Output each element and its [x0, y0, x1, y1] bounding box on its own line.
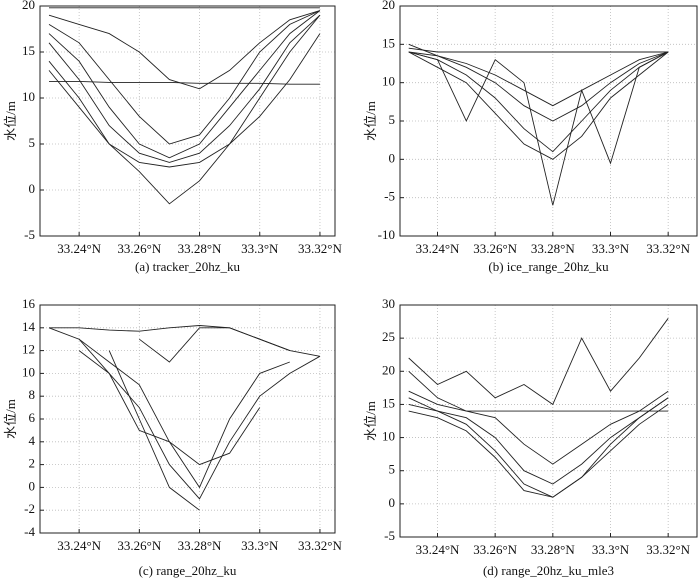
data-line [408, 390, 669, 465]
x-tick-label: 33.32°N [646, 542, 690, 557]
y-tick-label: 10 [22, 364, 35, 379]
y-tick-label: 25 [382, 329, 395, 344]
x-tick-label: 33.28°N [178, 538, 222, 553]
y-tick-label: 0 [389, 495, 396, 510]
y-tick-label: 5 [29, 135, 36, 150]
data-line [408, 43, 669, 107]
x-tick-label: 33.32°N [298, 241, 342, 256]
data-line [78, 338, 290, 489]
x-tick-label: 33.3°N [241, 538, 279, 553]
data-line [408, 397, 669, 485]
x-tick-label: 33.24°N [416, 241, 460, 256]
data-line [108, 350, 200, 511]
y-tick-label: -2 [24, 501, 35, 516]
data-line [408, 318, 669, 406]
x-tick-label: 33.3°N [592, 542, 630, 557]
x-tick-label: 33.26°N [473, 542, 517, 557]
y-tick-label: 0 [29, 478, 36, 493]
x-tick-label: 33.32°N [646, 241, 690, 256]
y-tick-label: 20 [382, 362, 395, 377]
y-axis-label: 水位/m [3, 399, 18, 439]
y-tick-label: 5 [389, 112, 396, 127]
data-line [408, 370, 669, 412]
x-tick-label: 33.3°N [592, 241, 630, 256]
caption: (c) range_20hz_ku [139, 563, 237, 578]
x-tick-label: 33.32°N [298, 538, 342, 553]
data-line [49, 80, 320, 85]
y-tick-label: 6 [29, 410, 36, 425]
data-line [48, 14, 321, 163]
x-tick-label: 33.26°N [117, 538, 161, 553]
y-tick-label: 4 [29, 433, 36, 448]
x-tick-label: 33.24°N [57, 241, 101, 256]
data-line [48, 33, 321, 168]
y-tick-label: 10 [382, 429, 395, 444]
plot-frame [39, 304, 336, 534]
x-tick-label: 33.28°N [531, 542, 575, 557]
x-tick-label: 33.24°N [416, 542, 460, 557]
data-line [408, 51, 669, 160]
data-line [48, 10, 321, 90]
y-tick-label: 15 [382, 35, 395, 50]
y-tick-label: -5 [24, 227, 35, 242]
data-line [48, 327, 261, 466]
data-line [48, 10, 321, 159]
x-tick-label: 33.28°N [531, 241, 575, 256]
y-tick-label: 0 [389, 150, 396, 165]
y-tick-label: 10 [22, 89, 35, 104]
data-line [78, 350, 321, 500]
data-line [408, 51, 669, 122]
x-tick-label: 33.26°N [117, 241, 161, 256]
y-tick-label: 14 [22, 319, 36, 334]
x-tick-label: 33.28°N [178, 241, 222, 256]
y-tick-label: 0 [29, 181, 36, 196]
x-tick-label: 33.24°N [57, 538, 101, 553]
y-tick-label: -5 [384, 528, 395, 543]
caption: (d) range_20hz_ku_mle3 [483, 563, 614, 578]
y-axis-label: 水位/m [363, 401, 378, 441]
plot-frame [39, 5, 336, 237]
y-tick-label: 12 [22, 342, 35, 357]
data-line [48, 10, 321, 145]
y-axis-label: 水位/m [363, 101, 378, 141]
x-tick-label: 33.3°N [241, 241, 279, 256]
x-tick-label: 33.26°N [473, 241, 517, 256]
y-tick-label: 15 [382, 395, 395, 410]
y-tick-label: 10 [382, 74, 395, 89]
plot-frame [399, 5, 698, 237]
y-tick-label: 16 [22, 296, 36, 311]
caption: (a) tracker_20hz_ku [135, 259, 241, 274]
data-line [49, 325, 290, 352]
y-axis-label: 水位/m [3, 101, 18, 141]
data-line [408, 51, 669, 153]
data-line [48, 14, 321, 205]
data-line [139, 327, 320, 363]
y-tick-label: 15 [22, 43, 35, 58]
data-line [408, 51, 669, 206]
y-tick-label: -5 [384, 189, 395, 204]
y-tick-label: 20 [382, 0, 395, 12]
y-tick-label: 8 [29, 387, 36, 402]
y-tick-label: 20 [22, 0, 35, 12]
plot-frame [399, 304, 698, 538]
caption: (b) ice_range_20hz_ku [488, 259, 609, 274]
data-line [408, 47, 669, 53]
data-line [408, 397, 669, 498]
y-tick-label: 2 [29, 456, 36, 471]
y-tick-label: -10 [378, 227, 395, 242]
data-line [408, 404, 669, 498]
y-tick-label: -4 [24, 524, 35, 539]
y-tick-label: 30 [382, 296, 395, 311]
y-tick-label: 5 [389, 462, 396, 477]
